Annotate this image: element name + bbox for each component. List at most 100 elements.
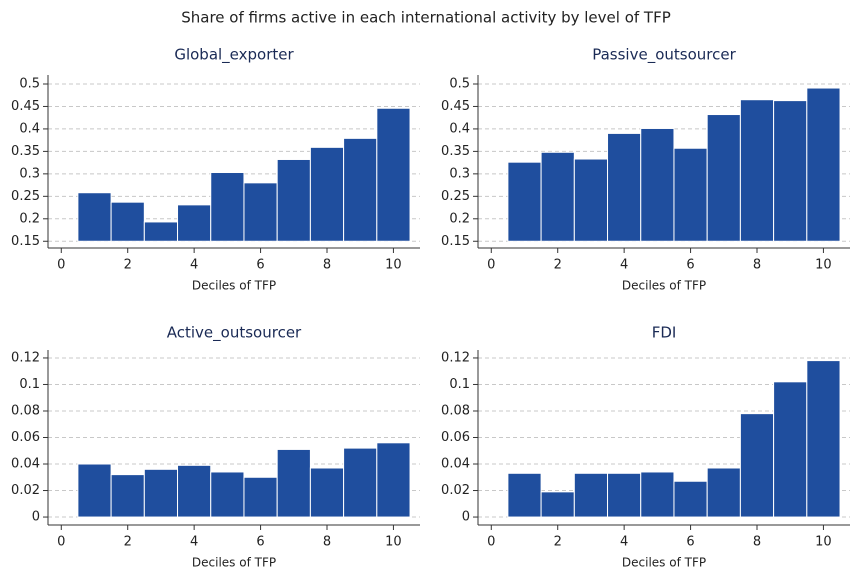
y-tick-label: 0.02 (11, 483, 40, 498)
x-axis-label: Deciles of TFP (192, 279, 276, 293)
bar (673, 480, 708, 518)
bar (376, 442, 411, 518)
bar (739, 413, 775, 518)
x-tick-label: 4 (620, 535, 628, 550)
x-tick-label: 2 (554, 535, 562, 550)
bar (343, 447, 378, 518)
bar (507, 161, 542, 242)
bar (276, 448, 311, 518)
bar (276, 158, 311, 242)
bar (143, 221, 179, 242)
y-tick-label: 0.04 (11, 457, 40, 472)
x-tick-label: 4 (190, 535, 198, 550)
figure-title: Share of firms active in each internatio… (181, 9, 671, 27)
bar (210, 172, 245, 242)
y-tick-label: 0.25 (441, 189, 470, 204)
panel-title: Global_exporter (174, 46, 294, 65)
x-tick-label: 6 (686, 258, 694, 273)
bar (706, 114, 741, 242)
bar (243, 476, 278, 518)
y-tick-label: 0.2 (19, 211, 40, 226)
y-tick-label: 0.08 (11, 403, 40, 418)
x-tick-label: 8 (323, 535, 331, 550)
y-tick-label: 0.04 (441, 457, 470, 472)
bar (540, 491, 575, 518)
bar (309, 467, 345, 518)
y-tick-label: 0.12 (11, 350, 40, 365)
y-tick-label: 0.15 (11, 234, 40, 249)
y-tick-label: 0.3 (449, 166, 470, 181)
y-tick-label: 0.3 (19, 166, 40, 181)
x-axis-label: Deciles of TFP (622, 279, 706, 293)
x-tick-label: 0 (57, 535, 65, 550)
panel-title: Passive_outsourcer (592, 46, 736, 65)
bar (706, 467, 741, 518)
y-tick-label: 0.1 (19, 377, 40, 392)
x-tick-label: 8 (753, 258, 761, 273)
bar (343, 137, 378, 242)
x-tick-label: 0 (487, 258, 495, 273)
y-tick-label: 0.5 (19, 76, 40, 91)
y-tick-label: 0 (462, 510, 470, 525)
x-tick-label: 10 (385, 258, 402, 273)
bar (673, 147, 708, 242)
x-tick-label: 6 (686, 535, 694, 550)
bar (540, 151, 575, 242)
panel-title: FDI (652, 324, 677, 342)
y-tick-label: 0.4 (449, 121, 470, 136)
bar (739, 99, 775, 242)
bar (143, 468, 179, 518)
bar (110, 201, 145, 242)
y-tick-label: 0.35 (11, 144, 40, 159)
x-tick-label: 4 (190, 258, 198, 273)
y-tick-label: 0.45 (441, 99, 470, 114)
x-tick-label: 6 (256, 258, 264, 273)
y-tick-label: 0.4 (19, 121, 40, 136)
bar (177, 464, 212, 518)
bar (77, 463, 112, 518)
y-tick-label: 0.1 (449, 377, 470, 392)
x-tick-label: 10 (815, 535, 832, 550)
x-tick-label: 4 (620, 258, 628, 273)
panel-title: Active_outsourcer (167, 324, 302, 343)
bar (573, 472, 609, 518)
x-tick-label: 0 (487, 535, 495, 550)
bar (573, 158, 609, 242)
bar (77, 192, 112, 242)
bar (806, 360, 841, 518)
x-tick-label: 10 (385, 535, 402, 550)
bar (110, 474, 145, 518)
y-tick-label: 0.08 (441, 403, 470, 418)
bar (309, 146, 345, 242)
bar (640, 471, 675, 518)
bar (507, 472, 542, 518)
y-tick-label: 0.02 (441, 483, 470, 498)
bar (773, 381, 808, 518)
y-tick-label: 0.45 (11, 99, 40, 114)
y-tick-label: 0.5 (449, 76, 470, 91)
bar (177, 204, 212, 242)
x-axis-label: Deciles of TFP (622, 556, 706, 570)
y-tick-label: 0.12 (441, 350, 470, 365)
x-tick-label: 8 (323, 258, 331, 273)
bar (607, 472, 642, 518)
bar (806, 87, 841, 242)
y-tick-label: 0.15 (441, 234, 470, 249)
y-tick-label: 0.35 (441, 144, 470, 159)
y-tick-label: 0.2 (449, 211, 470, 226)
bar (210, 471, 245, 518)
bar (607, 132, 642, 242)
bar (243, 182, 278, 242)
x-tick-label: 2 (124, 535, 132, 550)
y-tick-label: 0.25 (11, 189, 40, 204)
x-tick-label: 2 (124, 258, 132, 273)
y-tick-label: 0.06 (11, 430, 40, 445)
x-tick-label: 0 (57, 258, 65, 273)
x-tick-label: 2 (554, 258, 562, 273)
y-tick-label: 0 (32, 510, 40, 525)
x-tick-label: 10 (815, 258, 832, 273)
bar (376, 107, 411, 242)
y-tick-label: 0.06 (441, 430, 470, 445)
x-tick-label: 8 (753, 535, 761, 550)
